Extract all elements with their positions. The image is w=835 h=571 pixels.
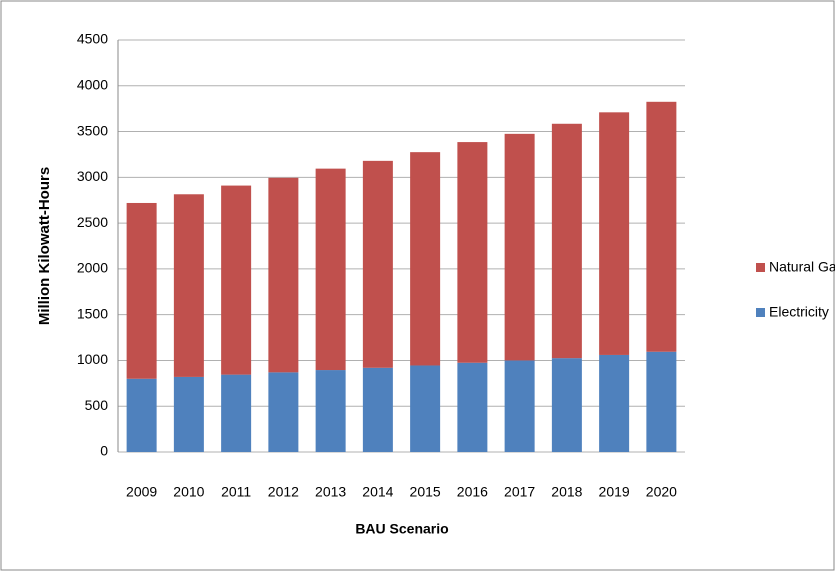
y-tick-label: 3500 — [77, 122, 108, 138]
x-tick-label: 2012 — [268, 484, 299, 500]
x-tick-label: 2013 — [315, 484, 346, 500]
y-tick-label: 1000 — [77, 351, 108, 367]
y-tick-label: 3000 — [77, 168, 108, 184]
bar-segment — [315, 370, 346, 452]
bar-segment — [504, 133, 535, 361]
x-tick-label: 2020 — [646, 484, 677, 500]
bar-segment — [268, 372, 299, 452]
bar-segment — [504, 360, 535, 452]
bar-segment — [315, 168, 346, 371]
x-tick-label: 2014 — [362, 484, 393, 500]
bar-segment — [268, 177, 299, 373]
legend-label: Electricity — [769, 304, 829, 320]
y-tick-label: 1500 — [77, 305, 108, 321]
bar-segment — [599, 354, 630, 452]
bar-segment — [221, 185, 252, 375]
bar-segment — [362, 367, 393, 452]
bar-segment — [410, 365, 441, 452]
y-tick-label: 4000 — [77, 76, 108, 92]
y-tick-label: 500 — [85, 397, 109, 413]
y-tick-label: 4500 — [77, 31, 108, 47]
bar-segment — [126, 378, 157, 452]
bar-segment — [646, 351, 677, 452]
bar-segment — [126, 202, 157, 379]
bar-segment — [551, 358, 582, 452]
legend-swatch — [756, 308, 765, 317]
bar-segment — [221, 374, 252, 452]
y-tick-label: 2000 — [77, 260, 108, 276]
x-tick-label: 2017 — [504, 484, 535, 500]
x-tick-label: 2019 — [599, 484, 630, 500]
x-tick-label: 2011 — [221, 484, 251, 500]
legend-label: Natural Gas — [769, 259, 835, 275]
bar-segment — [173, 376, 204, 452]
x-axis-label: BAU Scenario — [355, 521, 448, 537]
bar-segment — [457, 142, 488, 363]
bar-segment — [457, 362, 488, 452]
x-tick-label: 2015 — [410, 484, 441, 500]
x-tick-label: 2009 — [126, 484, 157, 500]
x-tick-label: 2010 — [173, 484, 204, 500]
legend-swatch — [756, 263, 765, 272]
bar-segment — [646, 101, 677, 352]
bar-segment — [173, 194, 204, 377]
y-axis-label: Million Kilowatt-Hours — [36, 167, 53, 325]
y-tick-label: 2500 — [77, 214, 108, 230]
bar-segment — [551, 123, 582, 359]
bar-segment — [599, 112, 630, 355]
bar-segment — [410, 152, 441, 366]
y-tick-label: 0 — [100, 443, 108, 459]
x-tick-label: 2018 — [551, 484, 582, 500]
bar-segment — [362, 160, 393, 368]
x-tick-label: 2016 — [457, 484, 488, 500]
